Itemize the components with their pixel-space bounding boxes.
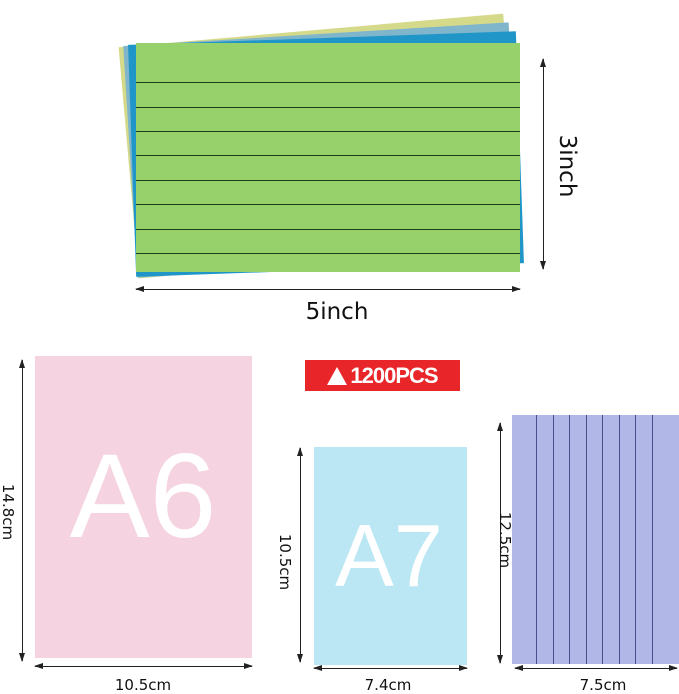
a6-height-arrow <box>19 359 25 662</box>
purple-width-label: 7.5cm <box>579 676 627 694</box>
a7-width-arrow <box>313 665 468 671</box>
a7-height-label: 10.5cm <box>276 533 294 591</box>
a6-width-label: 10.5cm <box>114 676 172 694</box>
triangle-up-icon <box>327 366 348 385</box>
a6-width-arrow <box>34 663 253 669</box>
height-label-3inch: 3inch <box>554 134 580 198</box>
lined-purple-card <box>512 415 679 664</box>
purple-width-arrow <box>514 665 678 671</box>
a7-width-label: 7.4cm <box>364 676 412 694</box>
quantity-badge: 1200PCS <box>305 360 460 391</box>
purple-height-label: 12.5cm <box>496 511 514 569</box>
width-label-5inch: 5inch <box>305 299 369 325</box>
a6-height-label: 14.8cm <box>0 483 17 541</box>
a7-height-arrow <box>297 447 303 663</box>
a7-card <box>314 447 467 665</box>
a6-card <box>35 356 252 658</box>
quantity-label: 1200PCS <box>350 362 438 388</box>
a7-label: A7 <box>335 506 443 605</box>
width-arrow-5inch <box>135 286 521 292</box>
purple-height-arrow <box>497 422 503 664</box>
a6-label: A6 <box>69 429 217 563</box>
green-index-card <box>136 43 520 272</box>
height-arrow-3inch <box>540 58 546 270</box>
